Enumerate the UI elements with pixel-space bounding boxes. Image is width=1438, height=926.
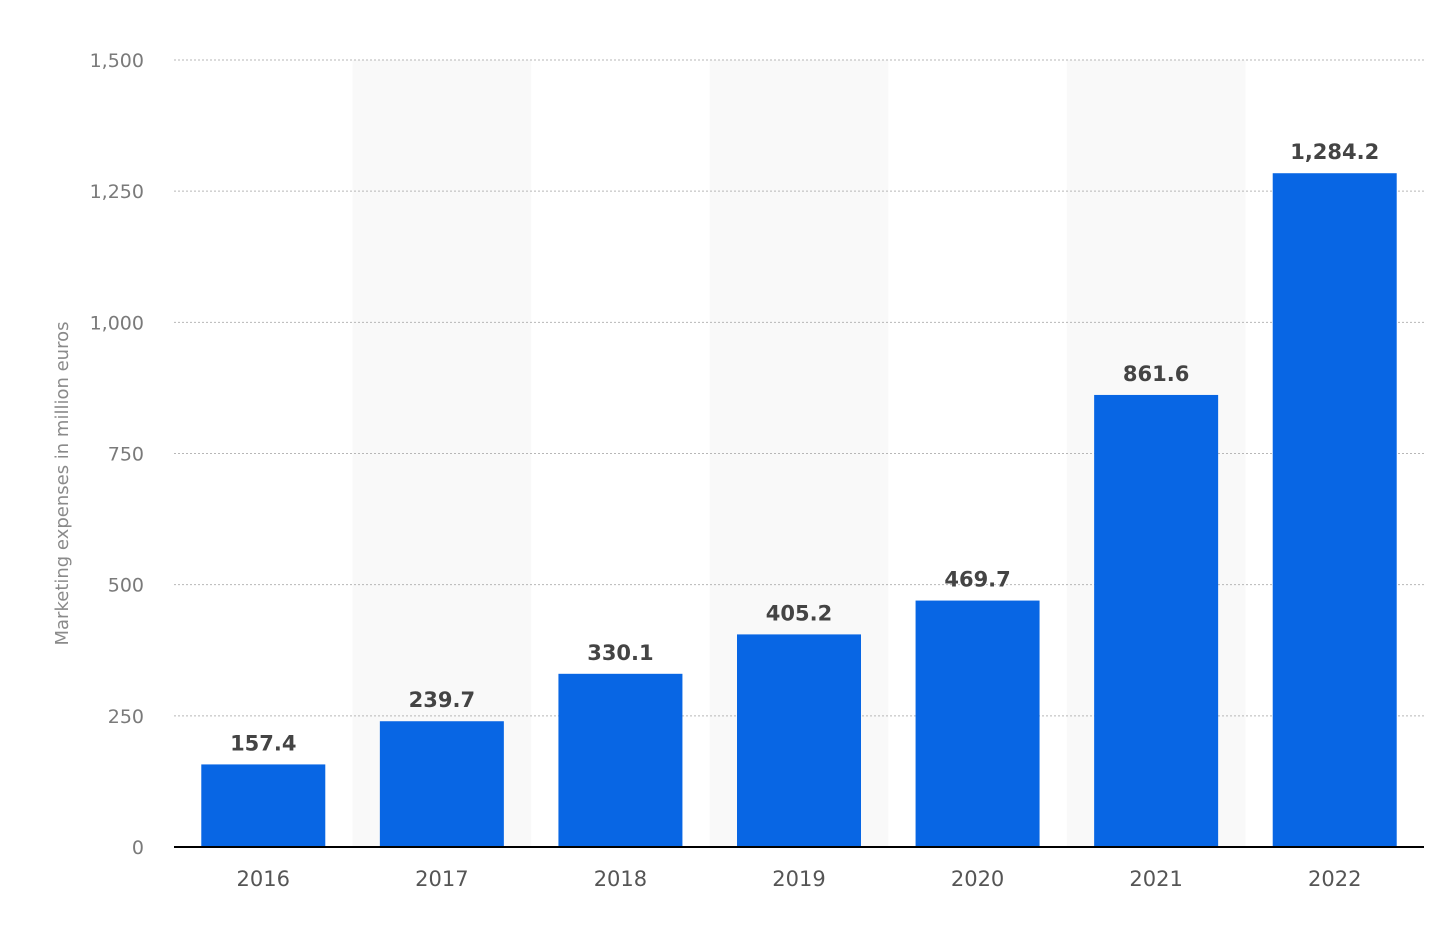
bar-2017 <box>379 721 504 847</box>
x-axis-ticks: 2016 2017 2018 2019 2020 2021 2022 <box>237 867 1362 891</box>
x-tick-label-2017: 2017 <box>415 867 468 891</box>
data-label-2018: 330.1 <box>587 641 653 665</box>
x-tick-label-2018: 2018 <box>594 867 647 891</box>
x-tick-label-2020: 2020 <box>951 867 1004 891</box>
x-tick-label-2021: 2021 <box>1129 867 1182 891</box>
x-tick-label-2019: 2019 <box>772 867 825 891</box>
x-tick-label-2022: 2022 <box>1308 867 1361 891</box>
y-tick-label: 1,500 <box>90 50 144 72</box>
bars <box>201 173 1397 847</box>
data-label-2019: 405.2 <box>766 601 832 625</box>
bar-data-labels: 157.4 239.7 330.1 405.2 469.7 861.6 1,284.2 <box>230 140 1379 755</box>
bar-2022 <box>1272 173 1397 847</box>
bar-2016 <box>201 764 326 847</box>
y-axis-ticks: 0 250 500 750 1,000 1,250 1,500 <box>90 50 144 859</box>
data-label-2016: 157.4 <box>230 731 296 755</box>
bar-2020 <box>915 600 1040 847</box>
y-tick-label: 1,000 <box>90 312 144 334</box>
bar-2018 <box>558 673 683 847</box>
y-tick-label: 1,250 <box>90 181 144 203</box>
data-label-2022: 1,284.2 <box>1290 140 1379 164</box>
y-tick-label: 500 <box>108 575 144 597</box>
data-label-2017: 239.7 <box>409 688 475 712</box>
data-label-2021: 861.6 <box>1123 362 1189 386</box>
bar-2019 <box>737 634 861 847</box>
y-tick-label: 250 <box>108 706 144 728</box>
data-label-2020: 469.7 <box>944 568 1010 592</box>
y-tick-label: 750 <box>108 444 144 466</box>
y-axis-title: Marketing expenses in million euros <box>52 322 73 646</box>
x-tick-label-2016: 2016 <box>237 867 290 891</box>
bar-2021 <box>1094 394 1219 847</box>
y-tick-label: 0 <box>132 837 144 859</box>
